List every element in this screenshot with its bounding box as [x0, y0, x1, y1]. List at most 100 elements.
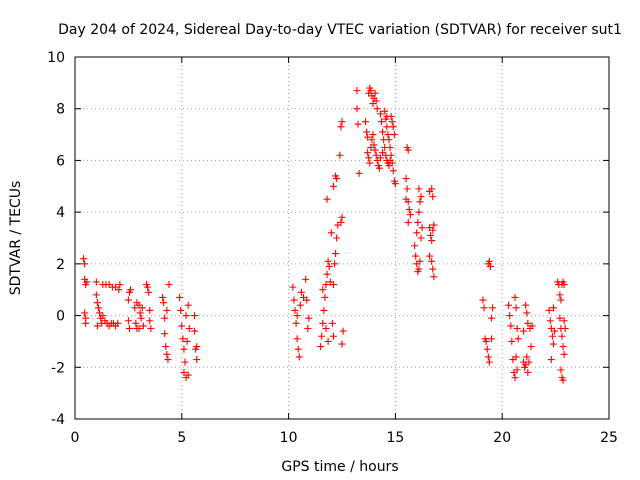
data-point [372, 151, 380, 159]
data-point [379, 149, 387, 157]
data-point [482, 337, 490, 345]
data-point [561, 325, 569, 332]
data-point [548, 332, 556, 340]
data-point [320, 306, 328, 314]
data-point [164, 356, 172, 364]
data-point [371, 89, 379, 97]
data-point [373, 105, 381, 113]
data-point [324, 257, 332, 265]
data-point [333, 234, 341, 242]
data-point [303, 296, 311, 304]
data-point [370, 141, 378, 149]
data-point [523, 309, 531, 317]
data-point [430, 273, 438, 281]
y-tick-labels: -4 -2 0 2 4 6 8 10 [47, 50, 65, 428]
data-point [82, 319, 90, 327]
data-point [545, 306, 553, 314]
data-point [193, 343, 201, 351]
data-point [94, 304, 102, 312]
data-point [324, 337, 332, 345]
data-point [177, 306, 185, 314]
data-point [297, 288, 305, 296]
data-point [329, 332, 337, 340]
data-point [124, 296, 132, 304]
data-point [513, 325, 521, 332]
data-point [165, 281, 173, 289]
data-point [489, 304, 497, 312]
y-tick-label: 0 [56, 309, 65, 325]
data-point [483, 345, 491, 353]
data-point [132, 319, 140, 327]
data-point [406, 211, 414, 219]
data-point [417, 234, 425, 242]
data-point [183, 337, 191, 345]
data-point [480, 304, 488, 312]
y-axis-label: SDTVAR / TECUs [8, 181, 24, 296]
x-axis-label: GPS time / hours [281, 459, 398, 475]
y-tick-label: 4 [56, 205, 65, 221]
data-point [317, 343, 325, 351]
data-point [293, 335, 301, 343]
data-point [361, 118, 369, 126]
data-point [485, 358, 493, 366]
data-point [319, 286, 327, 294]
data-point [413, 229, 421, 237]
data-point [364, 149, 372, 157]
data-point [333, 175, 341, 183]
data-point [368, 136, 376, 144]
x-tick-label: 25 [600, 430, 618, 446]
data-point [523, 353, 531, 361]
data-point [137, 314, 145, 322]
chart-title: Day 204 of 2024, Sidereal Day-to-day VTE… [58, 22, 622, 38]
data-point [116, 281, 124, 289]
data-point [557, 366, 565, 374]
data-point [512, 304, 520, 312]
data-point [294, 345, 302, 353]
data-point [556, 314, 564, 322]
data-point [162, 343, 170, 351]
data-point [522, 301, 530, 309]
data-point [511, 293, 519, 301]
data-point [514, 335, 522, 343]
data-point [404, 218, 412, 226]
data-point [180, 345, 188, 353]
data-point [322, 325, 330, 332]
data-point [427, 231, 435, 239]
data-point [404, 146, 412, 154]
data-point [193, 356, 201, 364]
data-point [511, 374, 519, 382]
data-point [293, 312, 301, 320]
data-point [429, 265, 437, 273]
data-point [524, 368, 532, 376]
data-point [429, 193, 437, 201]
y-tick-label: 10 [47, 50, 65, 66]
x-tick-label: 5 [177, 430, 186, 446]
data-point [305, 314, 313, 322]
data-point [363, 128, 371, 136]
data-point [182, 312, 190, 320]
data-point [159, 293, 167, 301]
data-point [131, 304, 139, 312]
data-point [124, 317, 132, 325]
data-point [485, 257, 493, 265]
data-point [163, 306, 171, 314]
data-point [81, 260, 89, 268]
data-point [367, 87, 375, 95]
data-point [178, 322, 186, 330]
data-point [505, 301, 513, 309]
data-point [547, 356, 555, 364]
data-point [337, 123, 345, 131]
y-tick-label: 6 [56, 153, 65, 169]
data-point [415, 185, 423, 193]
data-point [329, 281, 337, 289]
data-point [549, 304, 557, 312]
data-point [381, 107, 389, 115]
data-point [353, 105, 361, 113]
grid [75, 57, 609, 419]
data-point [147, 325, 155, 332]
data-point [325, 262, 333, 270]
y-tick-label: 2 [56, 257, 65, 273]
data-point [327, 229, 335, 237]
data-point [331, 260, 339, 268]
data-point [354, 120, 362, 128]
